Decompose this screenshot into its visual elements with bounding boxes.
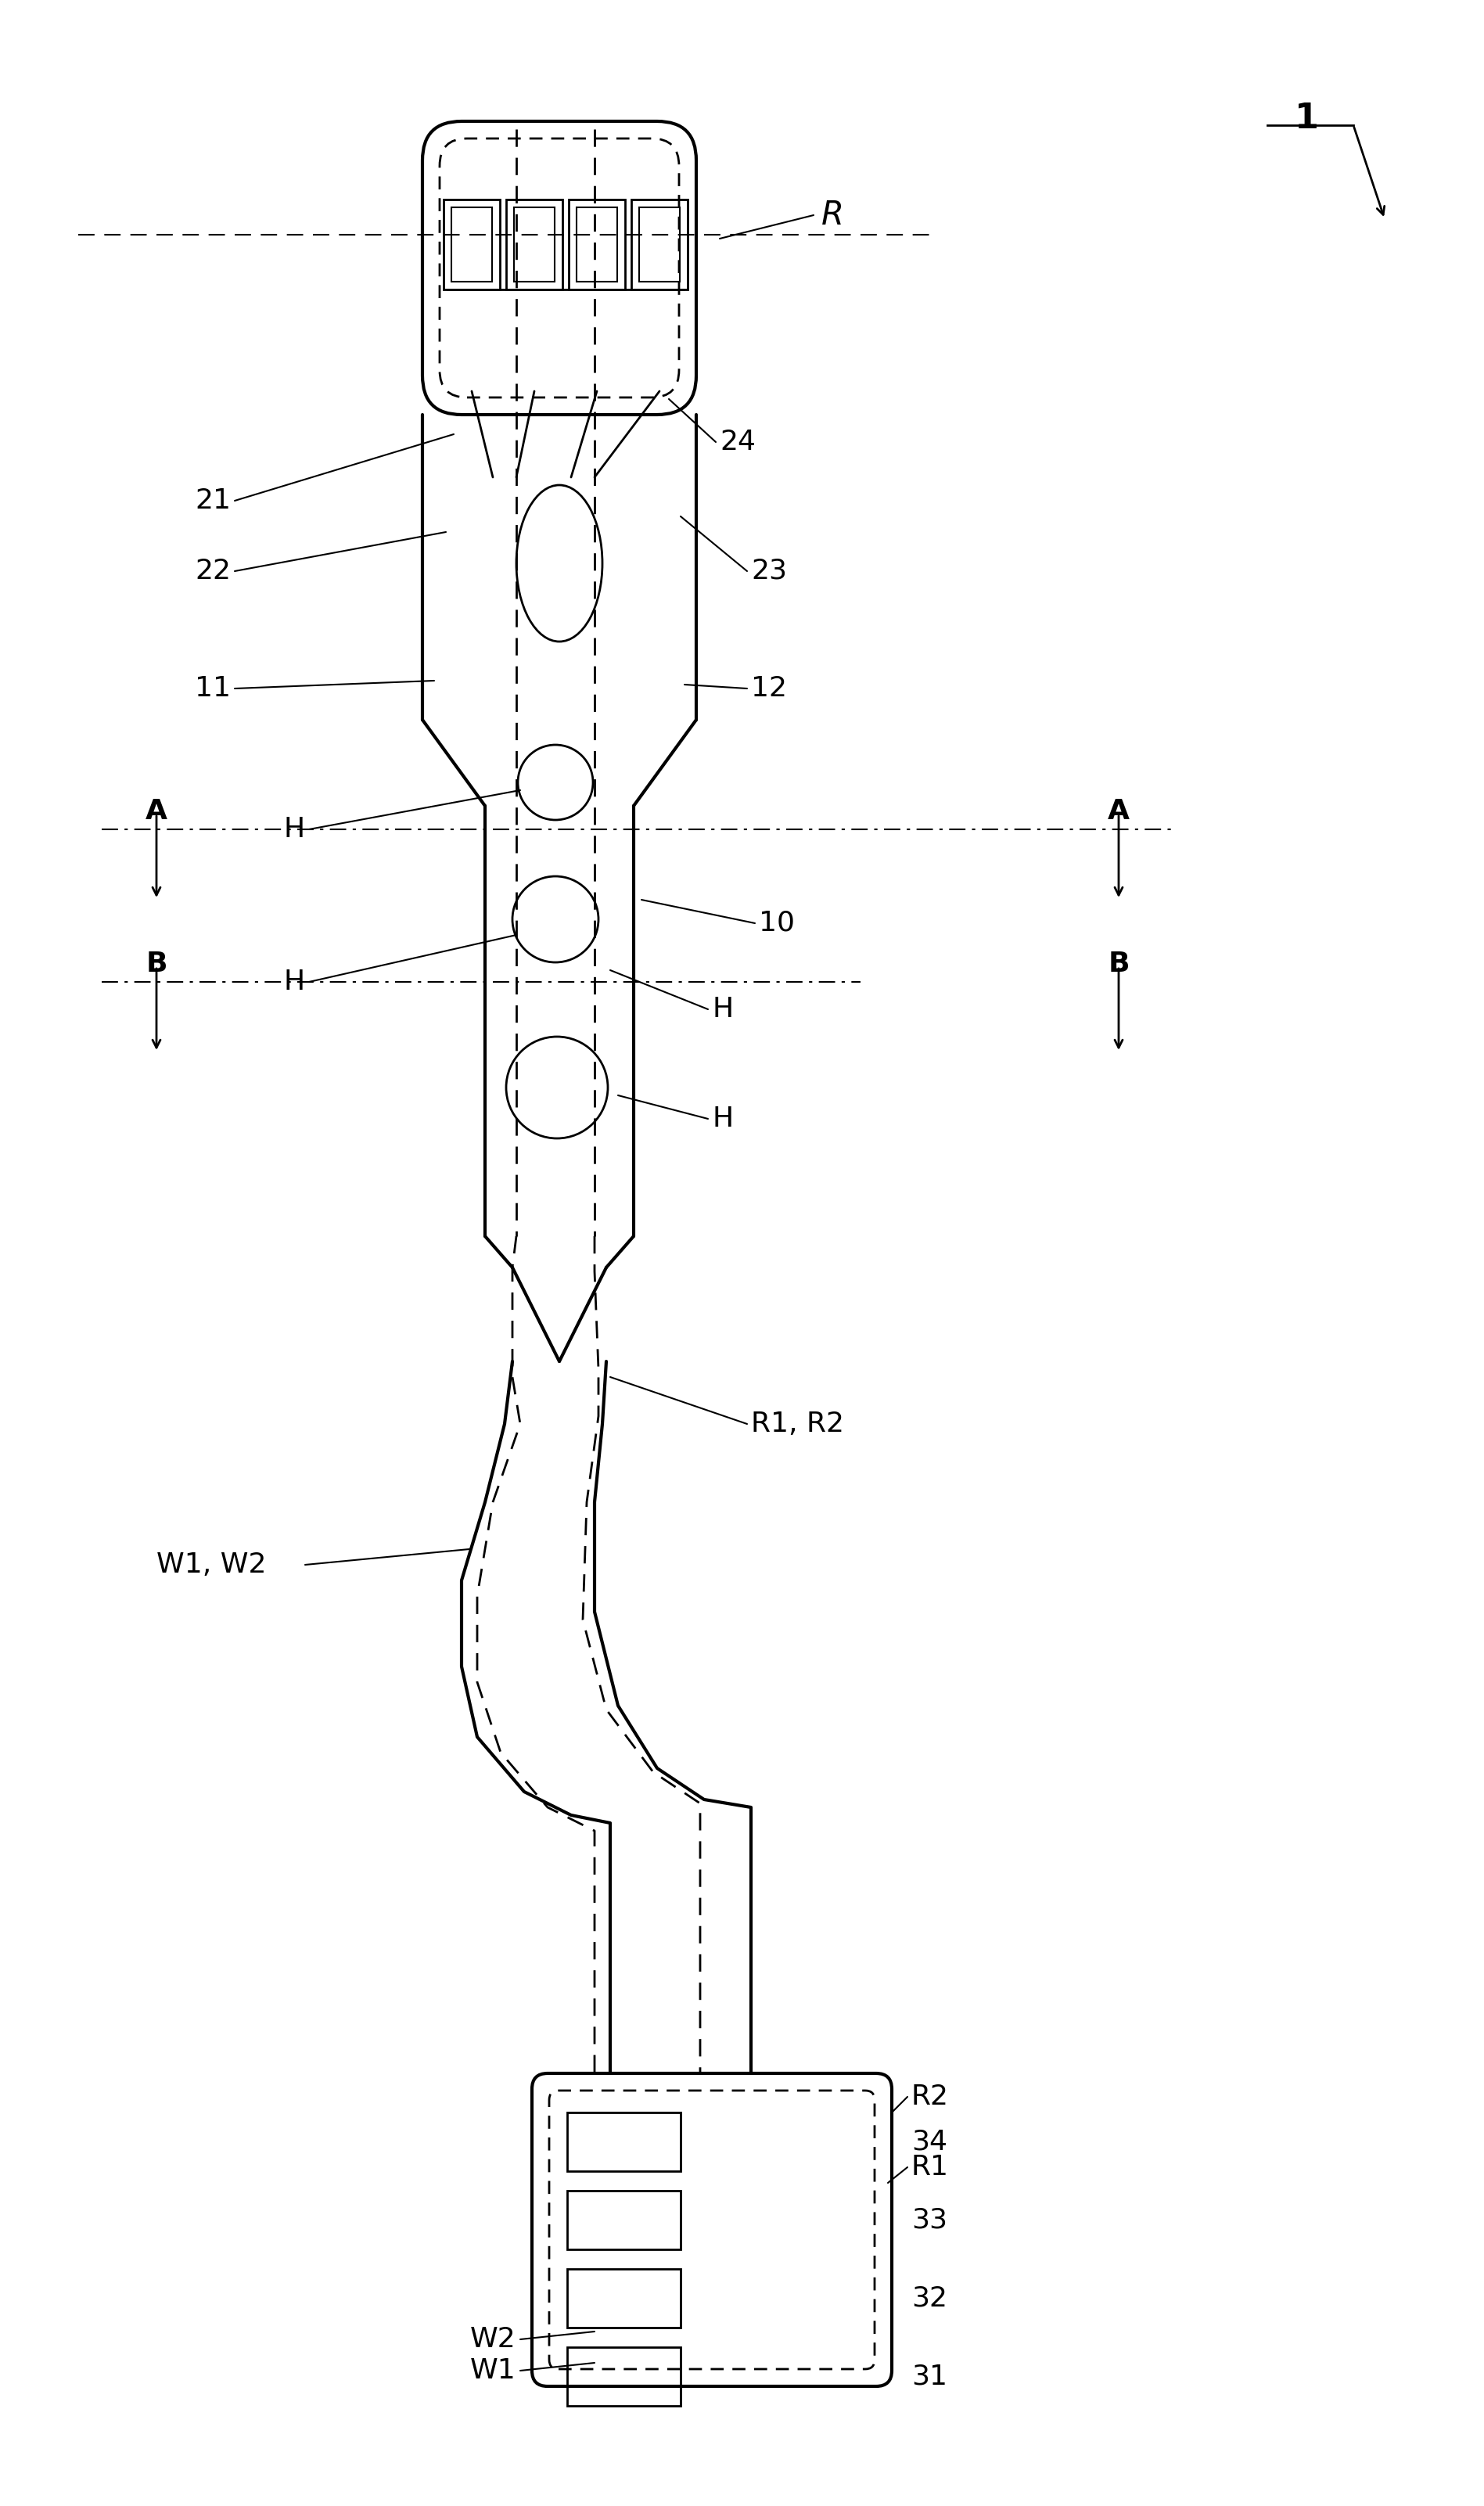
Text: 23: 23 [751, 559, 787, 584]
Bar [567, 2113, 681, 2170]
Text: H: H [712, 1105, 733, 1133]
Bar [567, 2190, 681, 2250]
Text: A: A [1107, 797, 1129, 824]
Bar [506, 200, 562, 291]
Text: W2: W2 [470, 2326, 516, 2353]
Text: W1, W2: W1, W2 [156, 1551, 266, 1579]
Text: 1: 1 [1294, 103, 1319, 135]
Text: B: B [145, 950, 168, 977]
Text: H: H [712, 995, 733, 1022]
Bar [567, 2348, 681, 2406]
Bar [444, 200, 500, 291]
Text: R: R [822, 198, 844, 231]
Text: 24: 24 [720, 429, 755, 456]
Text: 31: 31 [911, 2363, 947, 2391]
Bar [640, 208, 680, 281]
Text: B: B [1109, 950, 1129, 977]
Text: R1, R2: R1, R2 [751, 1411, 844, 1438]
Text: H: H [283, 817, 306, 842]
Text: 12: 12 [751, 674, 787, 702]
Bar [513, 208, 555, 281]
Text: R2: R2 [911, 2082, 948, 2110]
Bar [568, 200, 625, 291]
Text: 11: 11 [194, 674, 232, 702]
Bar [631, 200, 687, 291]
Text: 33: 33 [911, 2208, 947, 2233]
Text: 34: 34 [911, 2128, 947, 2155]
Text: 22: 22 [194, 559, 232, 584]
Text: A: A [145, 797, 168, 824]
Bar [577, 208, 617, 281]
Text: 10: 10 [758, 910, 795, 937]
Text: R1: R1 [911, 2155, 948, 2180]
Text: 21: 21 [194, 489, 232, 514]
Bar [451, 208, 493, 281]
Text: 32: 32 [911, 2285, 947, 2311]
Text: H: H [283, 970, 306, 995]
Text: W1: W1 [470, 2358, 516, 2383]
Bar [567, 2268, 681, 2328]
